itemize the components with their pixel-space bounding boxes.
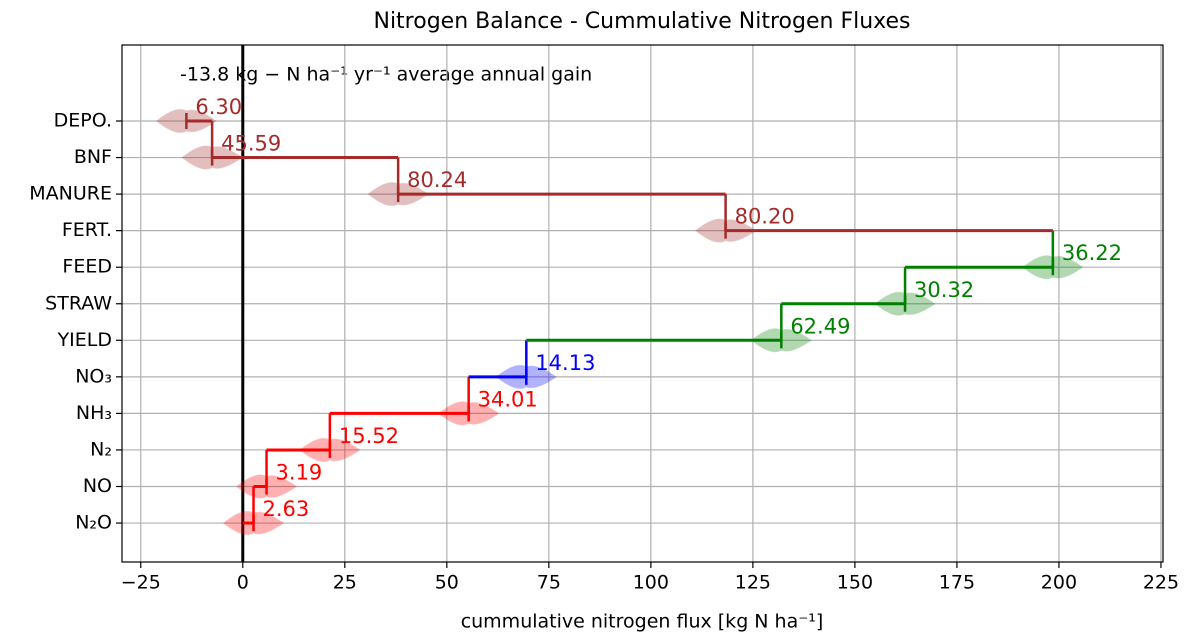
x-tick-label: 25 (333, 572, 357, 594)
x-tick-label: 175 (939, 572, 975, 594)
value-label: 80.20 (735, 205, 795, 229)
y-tick-label: N₂ (90, 438, 112, 460)
annotation: -13.8 kg − N ha⁻¹ yr⁻¹ average annual ga… (180, 64, 592, 86)
x-tick-label: 150 (837, 572, 873, 594)
y-tick-label: BNF (74, 146, 112, 168)
x-tick-label: 75 (537, 572, 561, 594)
chart-title: Nitrogen Balance - Cummulative Nitrogen … (373, 9, 910, 34)
x-tick-label: −25 (121, 572, 161, 594)
value-label: 30.32 (914, 278, 974, 302)
x-tick-label: 50 (435, 572, 459, 594)
value-label: 62.49 (790, 314, 850, 338)
y-tick-label: FEED (62, 256, 112, 278)
y-tick-label: DEPO. (54, 110, 112, 132)
y-tick-label: NH₃ (76, 402, 112, 424)
y-tick-label: NO (83, 475, 112, 497)
value-label: 14.13 (535, 351, 595, 375)
value-label: 6.30 (195, 95, 242, 119)
y-tick-label: NO₃ (75, 365, 112, 387)
value-label: 2.63 (263, 497, 310, 521)
y-tick-label: STRAW (45, 292, 112, 314)
value-label: 45.59 (221, 132, 281, 156)
x-axis-label: cummulative nitrogen flux [kg N ha⁻¹] (461, 611, 824, 633)
value-label: 34.01 (478, 387, 538, 411)
x-tick-label: 125 (735, 572, 771, 594)
x-tick-label: 0 (237, 572, 249, 594)
y-tick-label: FERT. (62, 219, 112, 241)
value-label: 36.22 (1062, 241, 1122, 265)
value-label: 15.52 (339, 424, 399, 448)
x-tick-label: 100 (633, 572, 669, 594)
plot-frame (121, 44, 1164, 563)
y-tick-label: YIELD (57, 329, 112, 351)
x-tick-label: 200 (1041, 572, 1077, 594)
value-label: 80.24 (407, 168, 467, 192)
x-tick-label: 225 (1143, 572, 1179, 594)
y-tick-label: MANURE (29, 183, 112, 205)
value-label: 3.19 (276, 461, 323, 485)
y-tick-label: N₂O (75, 512, 112, 534)
